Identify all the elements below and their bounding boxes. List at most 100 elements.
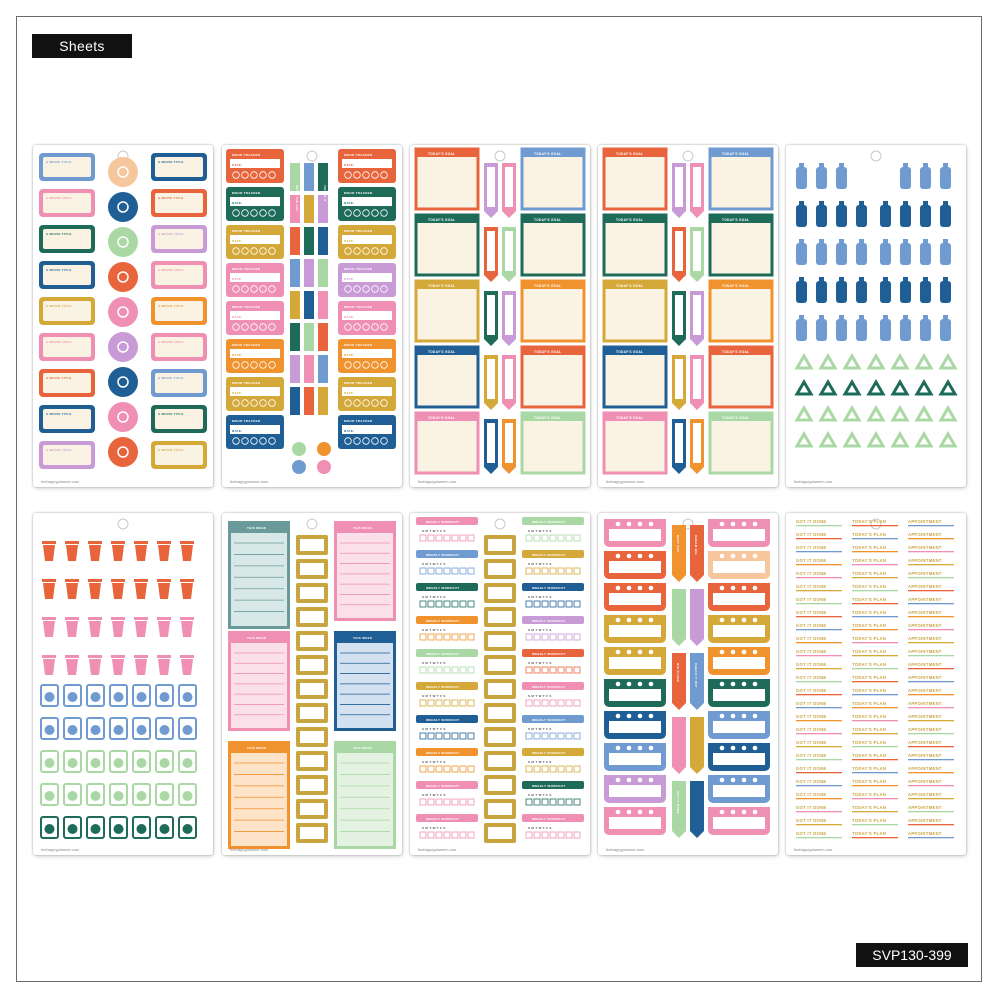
day-box	[427, 831, 435, 839]
water-bottle-icon	[940, 167, 951, 189]
day-box	[467, 732, 475, 740]
mood-title: MOOD TRACKER	[344, 343, 373, 347]
ticket-title: A MOVIE TITLE	[158, 448, 184, 452]
mood-title: MOOD TRACKER	[344, 419, 373, 423]
label-strip	[304, 195, 314, 223]
washer-door	[136, 824, 147, 834]
washer-icon	[132, 684, 151, 707]
day-box	[427, 732, 435, 740]
word-sticker: TODAY'S PLAN	[852, 545, 886, 550]
washer-icon	[86, 750, 105, 773]
word-sticker: GOT IT DONE	[796, 532, 827, 537]
day-box	[435, 567, 443, 575]
goal-header	[522, 149, 584, 157]
washer-door	[113, 725, 124, 735]
goal-title: TODAY'S GOAL	[616, 218, 643, 222]
day-box	[565, 765, 573, 773]
trash-can-icon	[66, 659, 78, 675]
bottle-cap	[883, 277, 888, 281]
heart-icon	[741, 521, 747, 527]
heart-icon	[752, 521, 758, 527]
mood-face	[380, 285, 388, 293]
water-bottle-icon	[836, 243, 847, 265]
ticket-title: A MOVIE TITLE	[158, 196, 184, 200]
mood-face	[344, 361, 352, 369]
day-box	[451, 666, 459, 674]
water-bottle-icon	[880, 281, 891, 303]
recycle-icon	[938, 405, 958, 422]
heart-tracker-box	[609, 657, 661, 669]
water-bottle-icon	[816, 319, 827, 341]
heart-icon	[626, 809, 632, 815]
day-box	[427, 765, 435, 773]
workout-header	[416, 748, 478, 756]
weekday-letters: S M T W T F S	[422, 760, 446, 764]
sheets-label: Sheets	[32, 34, 132, 58]
ticket-title: A MOVIE TITLE	[46, 340, 72, 344]
heart-icon	[741, 649, 747, 655]
trash-lid	[42, 617, 56, 620]
word-sticker: GOT IT DONE	[796, 636, 827, 641]
day-box	[451, 600, 459, 608]
word-underline	[908, 564, 954, 566]
goal-header	[604, 281, 666, 289]
word-underline	[852, 655, 898, 657]
weekday-letters: S M T W T F S	[422, 529, 446, 533]
day-box	[541, 534, 549, 542]
ticket-inner	[155, 409, 203, 429]
washer-icon	[86, 783, 105, 806]
washer-door	[67, 692, 78, 702]
heart-icon	[637, 777, 643, 783]
goal-title: TODAY'S GOAL	[722, 218, 749, 222]
goal-sticker	[520, 213, 586, 277]
goal-title: TODAY'S GOAL	[722, 416, 749, 420]
word-underline	[852, 798, 898, 800]
heart-icon	[730, 617, 736, 623]
mood-face	[259, 247, 267, 255]
washer-icon	[109, 684, 128, 707]
mood-face	[241, 171, 249, 179]
recycle-icon	[914, 353, 934, 370]
water-bottle-icon	[900, 243, 911, 265]
word-underline	[908, 798, 954, 800]
bottle-cap	[839, 315, 844, 319]
mood-face	[268, 399, 276, 407]
sheet-mood-tracker-stickers: MOOD TRACKER DATE: MOOD TRACKER DATE: MOOD T…	[222, 145, 402, 487]
flag-sticker	[672, 589, 686, 646]
mood-face	[362, 171, 370, 179]
ticket-title: A MOVIE TITLE	[158, 304, 184, 308]
water-bottle-icon	[816, 205, 827, 227]
washer-door	[182, 824, 193, 834]
workout-title: WEEKLY WORKOUT	[532, 718, 565, 722]
word-underline	[796, 655, 842, 657]
day-box	[533, 765, 541, 773]
goal-title: TODAY'S GOAL	[616, 284, 643, 288]
word-sticker: GOT IT DONE	[796, 779, 827, 784]
trash-lid	[65, 617, 79, 620]
badge-star	[117, 271, 129, 283]
heart-icon	[719, 713, 725, 719]
mood-face	[371, 323, 379, 331]
word-sticker: GOT IT DONE	[796, 519, 827, 524]
workout-title: WEEKLY WORKOUT	[426, 520, 459, 524]
arrow-tab-inner	[675, 423, 683, 463]
goal-header	[416, 413, 478, 421]
goal-title: TODAY'S GOAL	[616, 350, 643, 354]
trash-lid	[157, 579, 171, 582]
workout-header	[416, 616, 478, 624]
trash-can-icon	[43, 583, 55, 599]
mood-face	[344, 437, 352, 445]
sheet-credit: thehappyplanner.com	[794, 847, 833, 852]
word-sticker: TODAY'S PLAN	[852, 779, 886, 784]
heart-tracker-box	[609, 753, 661, 765]
heart-icon	[648, 649, 654, 655]
day-box	[525, 567, 533, 575]
day-box	[419, 633, 427, 641]
word-underline	[852, 642, 898, 644]
gold-inner	[488, 587, 512, 599]
mood-face	[380, 247, 388, 255]
heart-icon	[615, 777, 621, 783]
heart-icon	[719, 777, 725, 783]
word-sticker: APPOINTMENT	[908, 636, 942, 641]
workout-title: WEEKLY WORKOUT	[532, 817, 565, 821]
